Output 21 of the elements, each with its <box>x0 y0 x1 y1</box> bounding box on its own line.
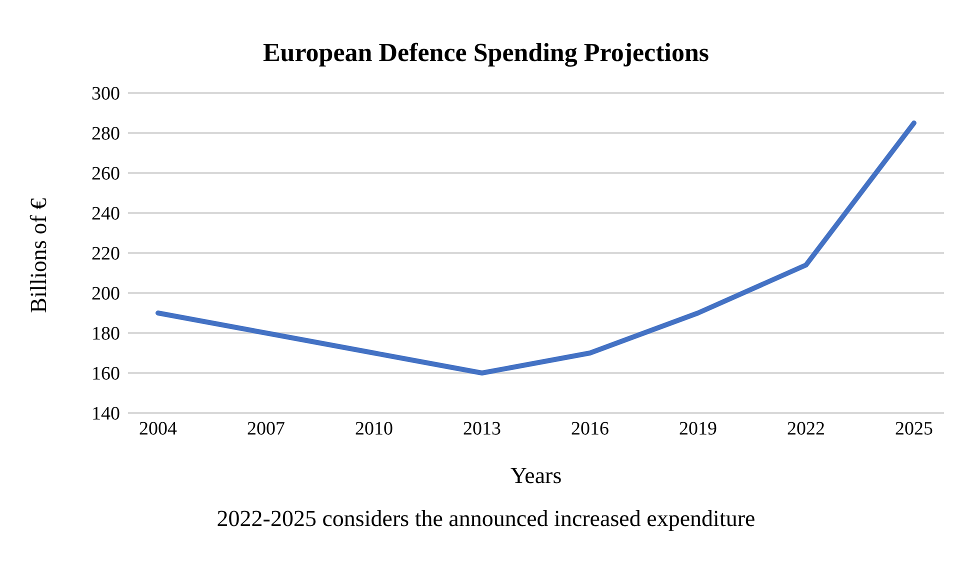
y-tick-label: 140 <box>92 404 120 425</box>
x-tick-label: 2007 <box>247 418 285 440</box>
y-tick-label: 220 <box>92 244 120 265</box>
text: 2022-2025 considers the announced increased expenditure <box>216 506 756 532</box>
x-axis-title: Years <box>510 463 562 488</box>
y-tick-label: 180 <box>92 324 120 345</box>
x-tick-label: 2010 <box>355 418 393 440</box>
y-tick-label: 240 <box>92 204 120 225</box>
x-tick-label: 2025 <box>895 418 933 440</box>
y-axis-title: Billions of € <box>26 197 52 313</box>
x-tick-label: 2022 <box>787 418 825 440</box>
x-tick-label: 2013 <box>463 418 501 440</box>
x-tick-label: 2004 <box>139 418 178 440</box>
x-tick-label: 2019 <box>679 418 717 440</box>
y-tick-label: 200 <box>92 284 120 305</box>
y-tick-label: 260 <box>92 164 120 185</box>
x-tick-label: 2016 <box>571 418 609 440</box>
y-tick-label: 280 <box>92 124 120 145</box>
y-tick-label: 300 <box>92 84 120 105</box>
chart-title: European Defence Spending Projections <box>262 37 710 69</box>
y-tick-label: 160 <box>92 364 120 385</box>
